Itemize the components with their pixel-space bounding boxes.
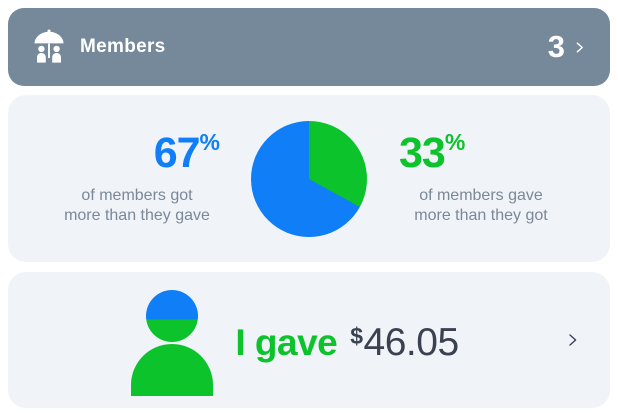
stat-gave-more: 33% of members gave more than they got	[395, 128, 567, 226]
percent-sign: %	[199, 128, 220, 155]
avatar-torso	[131, 344, 214, 396]
giving-pie-chart	[251, 120, 367, 237]
stat-gave-more-caption: of members gave more than they got	[414, 186, 548, 224]
avatar-head	[146, 290, 199, 342]
members-header-row[interactable]: Members 3	[8, 8, 610, 86]
i-gave-amount: $46.05	[350, 321, 459, 364]
dollar-sign: $	[350, 323, 363, 349]
stat-gave-more-value: 33%	[399, 128, 465, 177]
i-gave-label: I gave	[235, 322, 338, 363]
percent-sign: %	[444, 128, 465, 155]
members-count-group: 3	[548, 31, 586, 64]
umbrella-people-icon	[30, 28, 68, 66]
members-title: Members	[80, 36, 166, 57]
members-stats-card: 67% of members got more than they gave 3…	[8, 95, 610, 262]
i-gave-row[interactable]: I gave $46.05	[8, 272, 610, 408]
members-count: 3	[547, 28, 565, 64]
user-avatar	[131, 290, 214, 396]
stat-got-more: 67% of members got more than they gave	[51, 128, 223, 226]
stat-got-more-caption: of members got more than they gave	[64, 186, 210, 224]
stat-got-more-value: 67%	[153, 128, 220, 177]
chevron-right-icon	[565, 329, 580, 352]
chevron-right-icon	[573, 37, 586, 58]
i-gave-content: I gave $46.05	[131, 284, 459, 396]
